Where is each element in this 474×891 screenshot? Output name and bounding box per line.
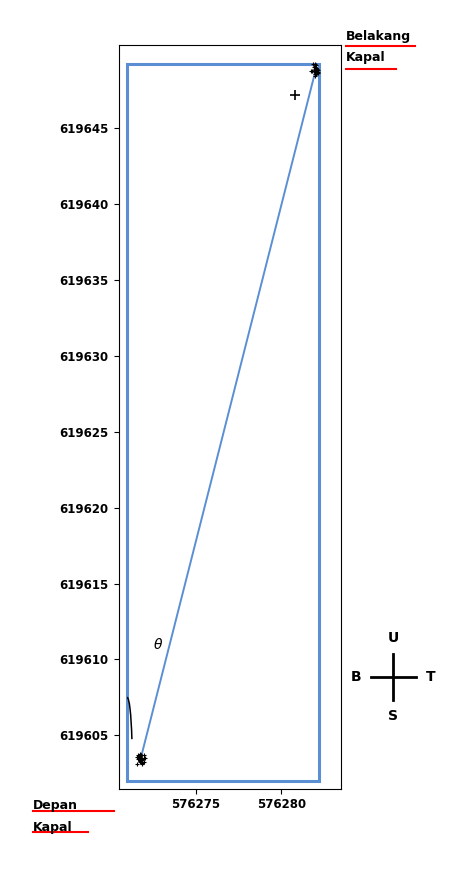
Text: $\theta$: $\theta$ — [153, 637, 163, 652]
Text: T: T — [426, 670, 435, 684]
Text: B: B — [351, 670, 361, 684]
Text: U: U — [388, 631, 399, 645]
Text: Depan: Depan — [33, 799, 78, 813]
Text: S: S — [388, 709, 399, 723]
Bar — [127, 64, 319, 781]
Text: Kapal: Kapal — [33, 821, 73, 834]
Text: Kapal: Kapal — [346, 51, 386, 64]
Text: Belakang: Belakang — [346, 29, 411, 43]
